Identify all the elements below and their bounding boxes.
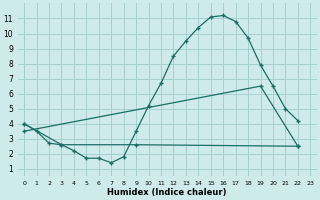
X-axis label: Humidex (Indice chaleur): Humidex (Indice chaleur) xyxy=(108,188,227,197)
